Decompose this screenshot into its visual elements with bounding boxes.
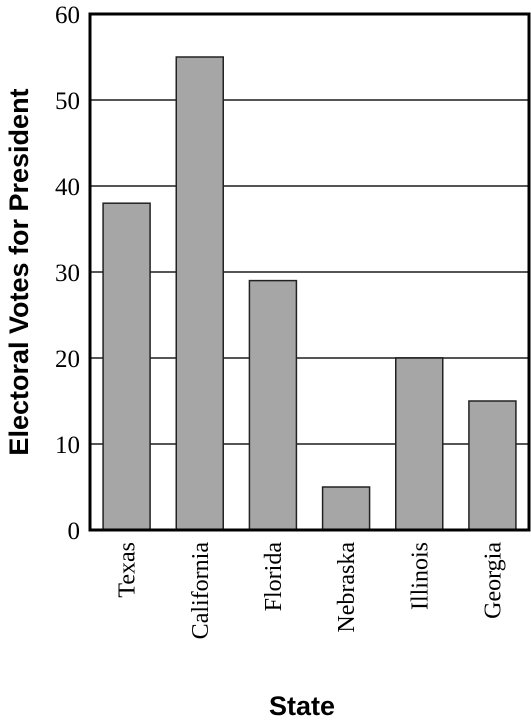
y-tick-label: 10 [55, 432, 80, 459]
bar-texas [102, 202, 151, 531]
x-tick-label: Nebraska [334, 542, 360, 633]
x-tick-label: Florida [261, 542, 287, 612]
bars [102, 56, 517, 531]
y-tick-label: 40 [55, 174, 80, 201]
bar-nebraska [321, 486, 371, 531]
x-tick-label: California [188, 542, 214, 640]
bar-georgia [468, 400, 517, 531]
y-tick-label: 0 [68, 518, 81, 545]
plot-frame [88, 12, 531, 532]
y-tick-labels: 0 10 20 30 40 50 60 [55, 2, 80, 545]
x-tick-label: Texas [115, 542, 141, 598]
x-tick-labels: Texas California Florida Nebraska Illinois Ge… [115, 542, 507, 640]
x-tick-label: Georgia [480, 542, 506, 619]
grid-lines [90, 99, 529, 445]
y-axis-title: Electoral Votes for President [4, 88, 34, 455]
bar-california [175, 56, 224, 531]
y-tick-label: 30 [55, 260, 80, 287]
y-tick-label: 60 [55, 2, 80, 29]
bar-illinois [395, 357, 444, 531]
x-axis-title: State [269, 691, 335, 721]
bar-florida [248, 279, 298, 531]
y-tick-label: 20 [55, 346, 80, 373]
y-tick-label: 50 [55, 88, 80, 115]
x-tick-label: Illinois [407, 542, 433, 610]
